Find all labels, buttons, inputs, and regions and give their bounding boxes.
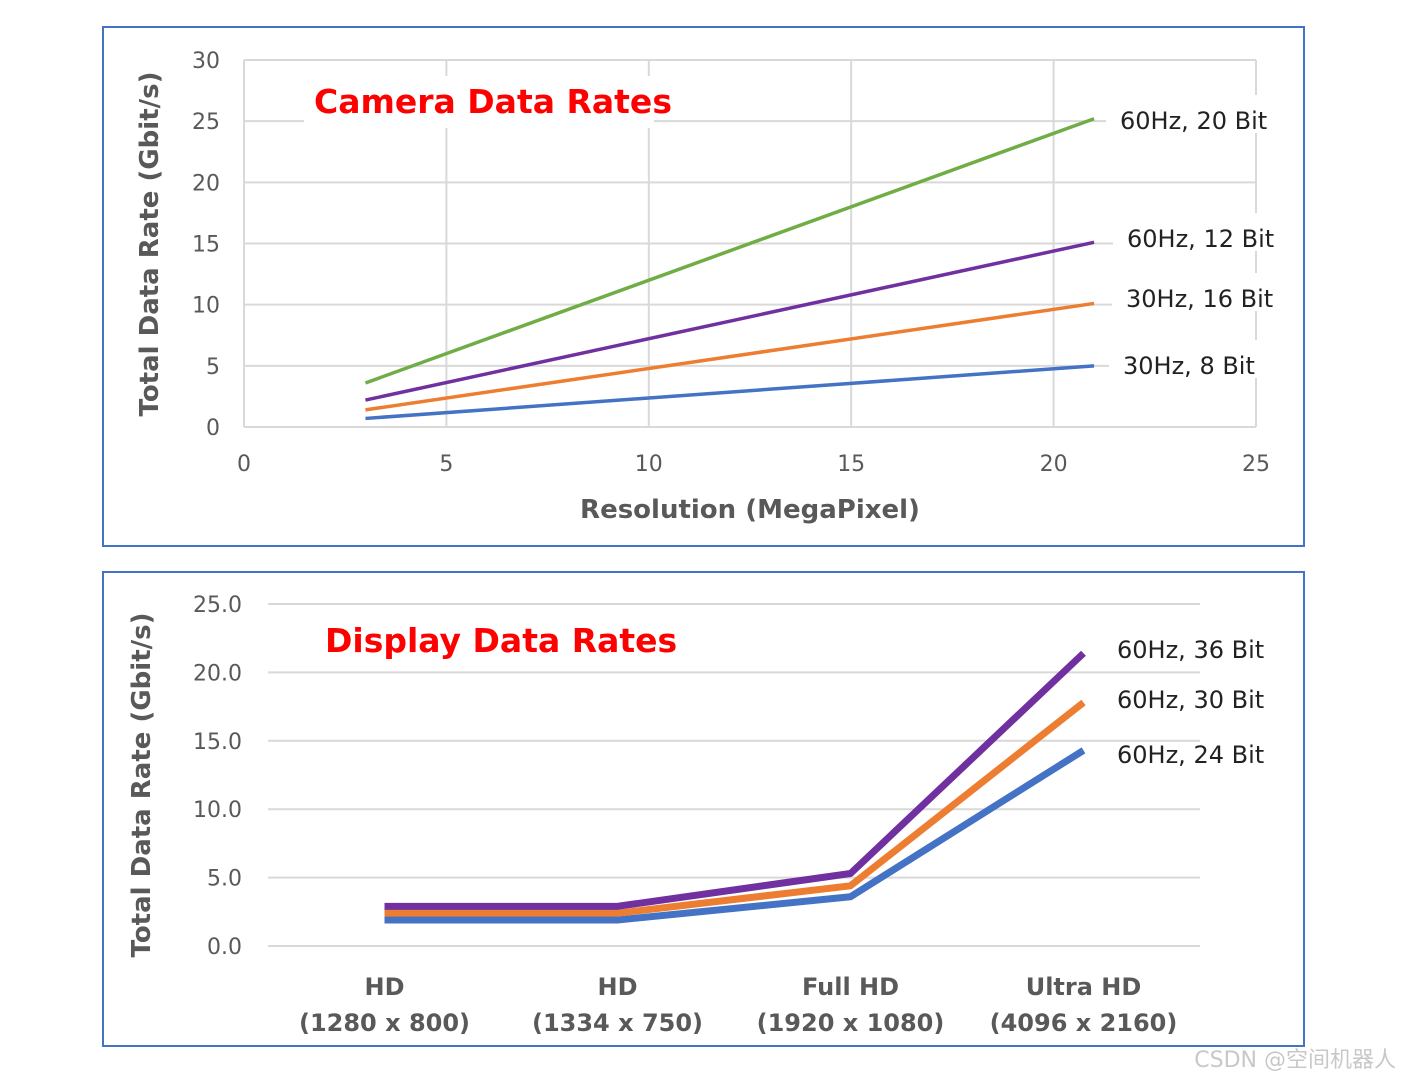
display-series-line — [384, 747, 1086, 924]
camera-series-label: 60Hz, 12 Bit — [1127, 225, 1274, 253]
display-y-tick-label: 15.0 — [193, 730, 242, 755]
display-y-tick-label: 0.0 — [207, 935, 242, 960]
camera-x-axis-label: Resolution (MegaPixel) — [580, 495, 920, 525]
display-y-tick-label: 25.0 — [193, 593, 242, 618]
camera-series-label-box — [1113, 213, 1281, 251]
camera-y-tick-label: 15 — [192, 233, 220, 258]
display-x-tick-label: Full HD — [802, 973, 899, 1001]
display-x-tick-label: Ultra HD — [1026, 973, 1142, 1001]
camera-x-tick-label: 5 — [439, 452, 453, 477]
display-y-tick-label: 10.0 — [193, 798, 242, 823]
camera-title-box — [304, 76, 654, 128]
camera-series-line — [365, 240, 1095, 402]
display-series-label: 60Hz, 24 Bit — [1117, 741, 1264, 769]
camera-series-line — [365, 364, 1095, 421]
display-x-tick-label: HD — [597, 973, 637, 1001]
camera-series-label: 60Hz, 20 Bit — [1120, 107, 1267, 135]
display-series-line — [384, 699, 1086, 917]
watermark: CSDN @空间机器人 — [1194, 1048, 1396, 1073]
camera-series-label-box — [1112, 273, 1280, 311]
camera-y-tick-label: 0 — [206, 416, 220, 441]
camera-x-tick-label: 0 — [237, 452, 251, 477]
camera-series-label-box — [1109, 340, 1277, 378]
camera-chart: 0 5 10 15 20 25 30 0 5 10 15 20 25 Camera Data Rates R… — [135, 49, 1281, 525]
camera-y-axis-label: Total Data Rate (Gbit/s) — [135, 72, 165, 417]
camera-x-tick-label: 20 — [1040, 452, 1068, 477]
display-chart: 0.0 5.0 10.0 15.0 20.0 25.0 HD (1280 x 800) HD (1… — [127, 593, 1264, 1037]
display-series-label: 60Hz, 36 Bit — [1117, 636, 1264, 664]
camera-series-label-box — [1106, 95, 1274, 133]
camera-series-label: 30Hz, 8 Bit — [1123, 352, 1255, 380]
display-x-tick-label: HD — [364, 973, 404, 1001]
camera-series-label: 30Hz, 16 Bit — [1126, 285, 1273, 313]
camera-series-line — [365, 301, 1095, 412]
camera-chart-frame — [102, 26, 1305, 547]
display-y-tick-label: 20.0 — [193, 661, 242, 686]
camera-y-tick-label: 10 — [192, 294, 220, 319]
display-x-tick-label: (1334 x 750) — [532, 1009, 703, 1037]
camera-y-tick-label: 5 — [206, 355, 220, 380]
display-series-label: 60Hz, 30 Bit — [1117, 686, 1264, 714]
camera-y-tick-label: 30 — [192, 49, 220, 74]
camera-x-tick-label: 25 — [1242, 452, 1270, 477]
camera-y-tick-label: 25 — [192, 110, 220, 135]
camera-chart-title: Camera Data Rates — [314, 82, 672, 121]
display-series-line — [384, 650, 1086, 910]
display-x-tick-label: (4096 x 2160) — [990, 1009, 1178, 1037]
camera-y-tick-label: 20 — [192, 171, 220, 196]
display-x-tick-label: (1280 x 800) — [299, 1009, 470, 1037]
display-x-tick-label: (1920 x 1080) — [757, 1009, 945, 1037]
display-y-tick-label: 5.0 — [207, 867, 242, 892]
camera-x-tick-label: 15 — [837, 452, 865, 477]
camera-x-tick-label: 10 — [635, 452, 663, 477]
camera-series-line — [364, 117, 1095, 385]
display-y-axis-label: Total Data Rate (Gbit/s) — [127, 613, 157, 958]
display-chart-title: Display Data Rates — [325, 621, 677, 660]
